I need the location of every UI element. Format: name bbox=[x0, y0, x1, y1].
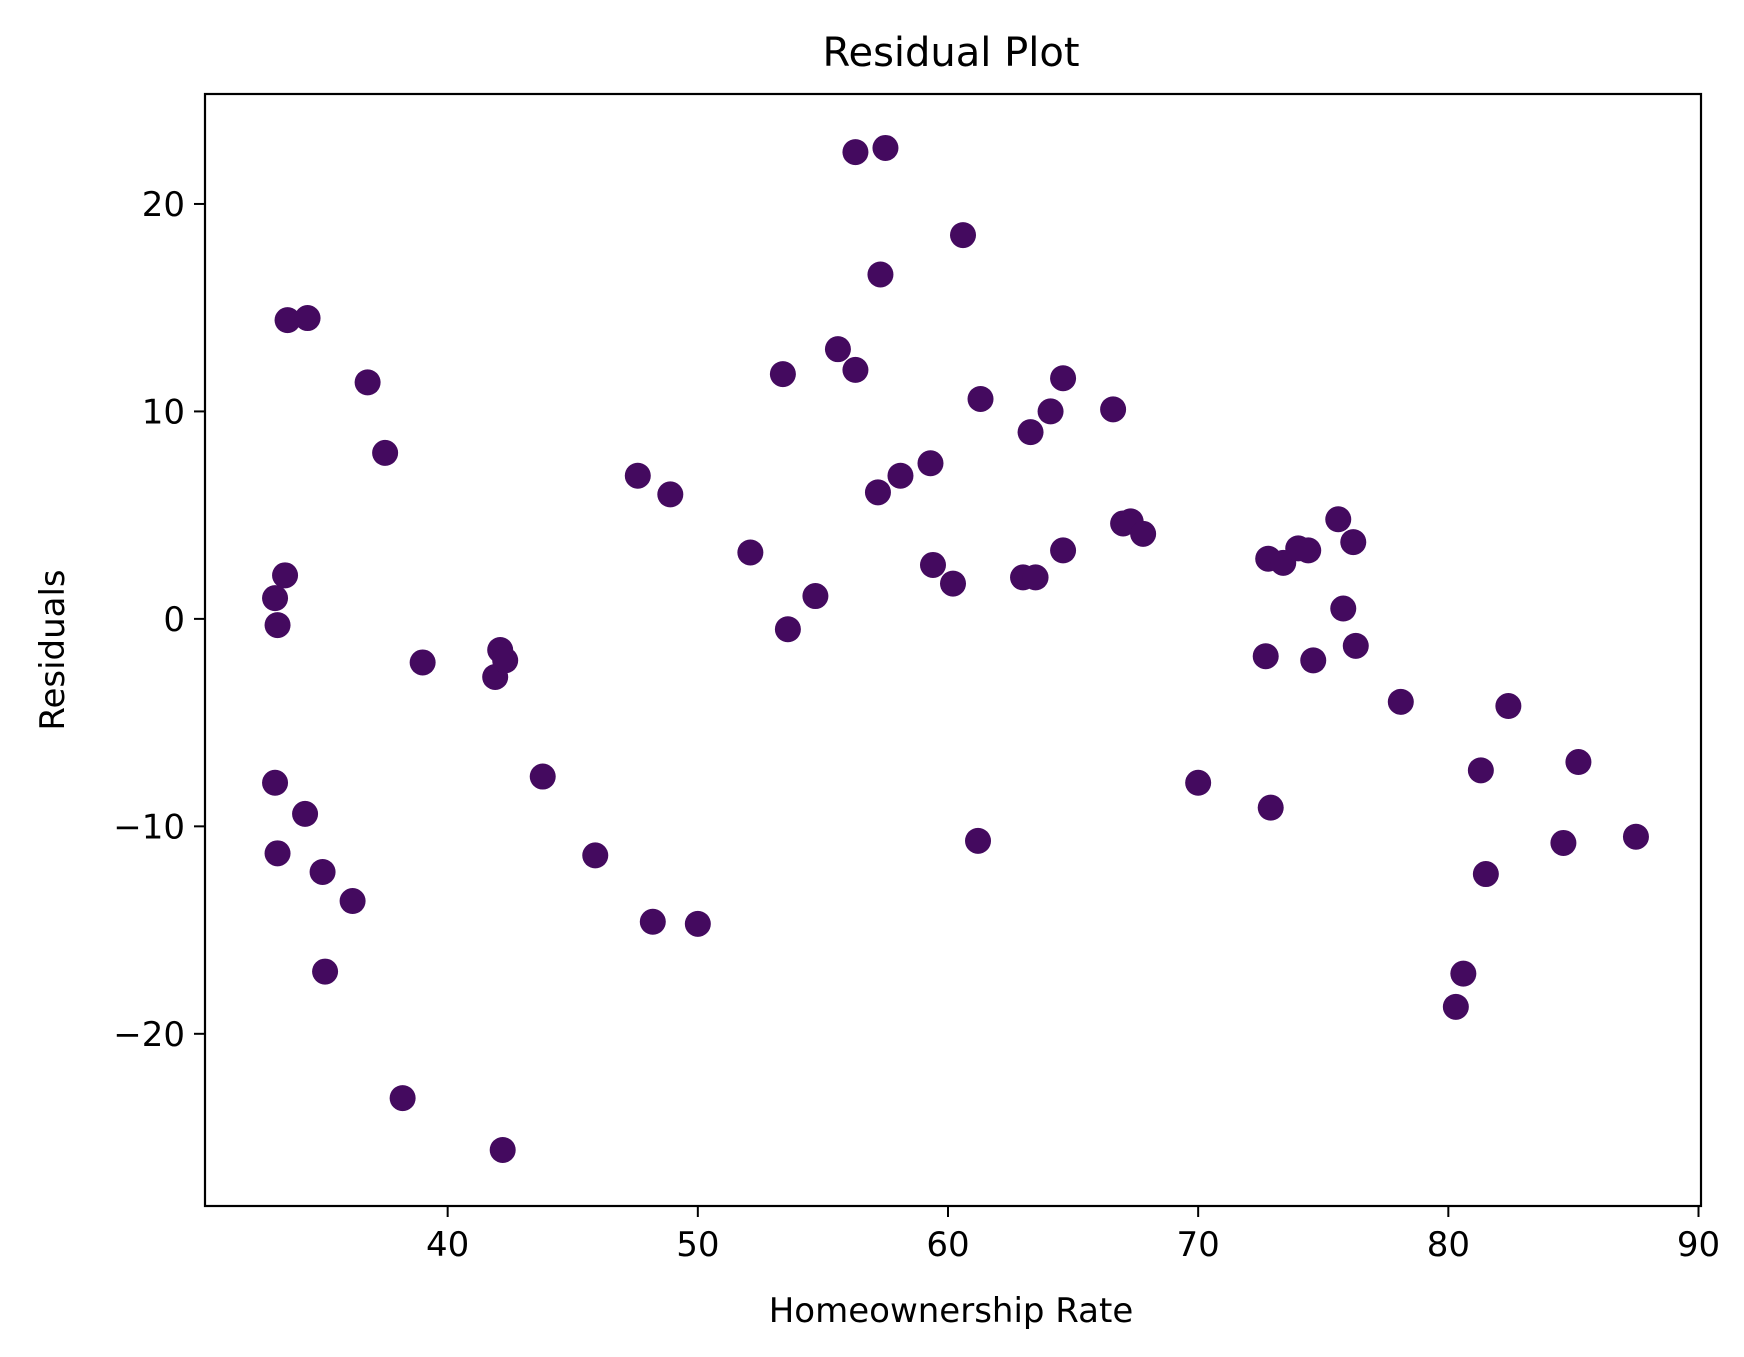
scatter-point bbox=[274, 307, 301, 334]
scatter-point bbox=[1472, 861, 1499, 888]
scatter-point bbox=[864, 479, 891, 506]
y-tick-label: −10 bbox=[113, 807, 185, 847]
scatter-point bbox=[842, 139, 869, 166]
plot-frame bbox=[203, 92, 1703, 1208]
scatter-point bbox=[657, 481, 684, 508]
x-axis-label: Homeownership Rate bbox=[769, 1291, 1134, 1331]
scatter-point bbox=[292, 800, 319, 827]
scatter-point bbox=[624, 462, 651, 489]
scatter-point bbox=[1257, 794, 1284, 821]
data-points bbox=[262, 134, 1649, 1163]
scatter-point bbox=[1467, 757, 1494, 784]
y-tick-label: −20 bbox=[113, 1015, 185, 1055]
scatter-point bbox=[262, 585, 289, 612]
scatter-point bbox=[1300, 647, 1327, 674]
x-tick-label: 70 bbox=[1177, 1225, 1220, 1265]
scatter-point bbox=[1022, 564, 1049, 591]
x-tick-label: 80 bbox=[1427, 1225, 1470, 1265]
scatter-point bbox=[887, 462, 914, 489]
scatter-point bbox=[684, 910, 711, 937]
scatter-point bbox=[1340, 529, 1367, 556]
scatter-point bbox=[372, 439, 399, 466]
scatter-point bbox=[312, 958, 339, 985]
scatter-point bbox=[409, 649, 436, 676]
scatter-point bbox=[967, 385, 994, 412]
y-axis-label: Residuals bbox=[33, 569, 73, 730]
y-tick-label: 0 bbox=[163, 600, 185, 640]
scatter-point bbox=[264, 612, 291, 639]
scatter-point bbox=[802, 583, 829, 610]
scatter-point bbox=[389, 1085, 416, 1112]
scatter-point bbox=[309, 858, 336, 885]
scatter-point bbox=[867, 261, 894, 288]
scatter-point bbox=[264, 840, 291, 867]
x-tick-label: 50 bbox=[676, 1225, 719, 1265]
scatter-point bbox=[339, 888, 366, 915]
scatter-point bbox=[1252, 643, 1279, 670]
scatter-point bbox=[965, 827, 992, 854]
scatter-point bbox=[294, 305, 321, 332]
scatter-point bbox=[917, 450, 944, 477]
y-tick-label: 10 bbox=[142, 392, 185, 432]
scatter-point bbox=[1050, 537, 1077, 564]
scatter-point bbox=[1037, 398, 1064, 425]
scatter-point bbox=[1295, 537, 1322, 564]
scatter-point bbox=[1017, 419, 1044, 446]
chart-title: Residual Plot bbox=[822, 30, 1079, 76]
scatter-point bbox=[262, 769, 289, 796]
scatter-point bbox=[872, 134, 899, 161]
scatter-point bbox=[1450, 960, 1477, 987]
scatter-point bbox=[1550, 829, 1577, 856]
x-tick-label: 60 bbox=[926, 1225, 969, 1265]
x-tick-label: 40 bbox=[426, 1225, 469, 1265]
scatter-point bbox=[1387, 688, 1414, 715]
y-tick-label: 20 bbox=[142, 185, 185, 225]
scatter-point bbox=[1185, 769, 1212, 796]
scatter-point bbox=[529, 763, 556, 790]
scatter-point bbox=[1330, 595, 1357, 622]
scatter-point bbox=[492, 647, 519, 674]
scatter-point bbox=[1100, 396, 1127, 423]
scatter-point bbox=[950, 222, 977, 249]
scatter-point bbox=[842, 356, 869, 383]
scatter-point bbox=[737, 539, 764, 566]
scatter-point bbox=[774, 616, 801, 643]
scatter-point bbox=[1130, 520, 1157, 547]
scatter-point bbox=[1342, 632, 1369, 659]
scatter-point bbox=[919, 551, 946, 578]
x-tick-label: 90 bbox=[1677, 1225, 1720, 1265]
scatter-point bbox=[1622, 823, 1649, 850]
scatter-point bbox=[1495, 693, 1522, 720]
scatter-point bbox=[1050, 365, 1077, 392]
scatter-point bbox=[940, 570, 966, 597]
scatter-point bbox=[769, 361, 796, 388]
scatter-point bbox=[489, 1136, 516, 1163]
scatter-point bbox=[824, 336, 851, 363]
scatter-point bbox=[639, 908, 666, 935]
scatter-point bbox=[1442, 993, 1469, 1020]
scatter-point bbox=[1565, 749, 1592, 776]
axis-ticks: 40 50 60 70 80 90 −20 −10 0 10 20 bbox=[113, 185, 1720, 1265]
scatter-point bbox=[582, 842, 609, 869]
scatter-point bbox=[1325, 506, 1352, 533]
scatter-point bbox=[272, 562, 299, 589]
scatter-point bbox=[354, 369, 381, 396]
